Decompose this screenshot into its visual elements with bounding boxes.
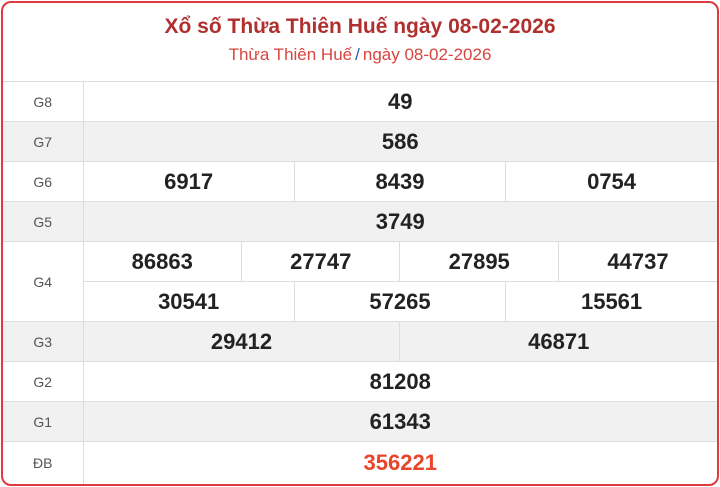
- breadcrumb-separator: /: [355, 45, 360, 64]
- special-prize-number: 356221: [82, 441, 717, 484]
- prize-label: G1: [3, 401, 84, 442]
- prize-label: ĐB: [3, 441, 84, 484]
- results-table: G8 49 G7 586 G6 6917 8439 0754 G5 3749 G4 86863…: [3, 81, 717, 484]
- breadcrumb: Thừa Thiên Huế / ngày 08-02-2026: [3, 45, 717, 65]
- prize-label: G7: [3, 121, 84, 162]
- row-g5: G5 3749: [3, 201, 717, 242]
- row-special: ĐB 356221: [3, 441, 717, 484]
- prize-number: 586: [82, 121, 717, 162]
- prize-number: 46871: [399, 321, 717, 362]
- row-g1: G1 61343: [3, 401, 717, 442]
- prize-label: G4: [3, 241, 84, 322]
- prize-label: G2: [3, 361, 84, 402]
- page-title: Xổ số Thừa Thiên Huế ngày 08-02-2026: [164, 15, 556, 38]
- prize-number: 44737: [557, 241, 717, 282]
- row-g2: G2 81208: [3, 361, 717, 402]
- prize-number: 86863: [82, 241, 242, 282]
- prize-number: 61343: [82, 401, 717, 442]
- prize-number: 0754: [505, 161, 717, 202]
- row-g8: G8 49: [3, 81, 717, 122]
- prize-label: G6: [3, 161, 84, 202]
- row-g6: G6 6917 8439 0754: [3, 161, 717, 202]
- prize-number: 29412: [82, 321, 401, 362]
- header: Xổ số Thừa Thiên Huế ngày 08-02-2026 Thừ…: [3, 3, 717, 81]
- row-g3: G3 29412 46871: [3, 321, 717, 362]
- prize-number: 49: [82, 81, 717, 122]
- prize-number: 27895: [399, 241, 559, 282]
- row-g4: G4 86863 27747 27895 44737: [3, 241, 717, 322]
- row-g7: G7 586: [3, 121, 717, 162]
- prize-number: 30541: [82, 281, 295, 322]
- prize-number: 6917: [82, 161, 295, 202]
- prize-number: 27747: [240, 241, 401, 282]
- prize-label: G3: [3, 321, 84, 362]
- prize-number: 57265: [293, 281, 507, 322]
- prize-number: 81208: [82, 361, 717, 402]
- prize-number: 8439: [293, 161, 507, 202]
- prize-label: G8: [3, 81, 84, 122]
- prize-label: G5: [3, 201, 84, 242]
- row-g4b: 30541 57265 15561: [3, 281, 717, 322]
- breadcrumb-date[interactable]: ngày 08-02-2026: [362, 45, 492, 64]
- prize-number: 3749: [82, 201, 717, 242]
- breadcrumb-province[interactable]: Thừa Thiên Huế: [228, 45, 353, 64]
- prize-number: 15561: [505, 281, 717, 322]
